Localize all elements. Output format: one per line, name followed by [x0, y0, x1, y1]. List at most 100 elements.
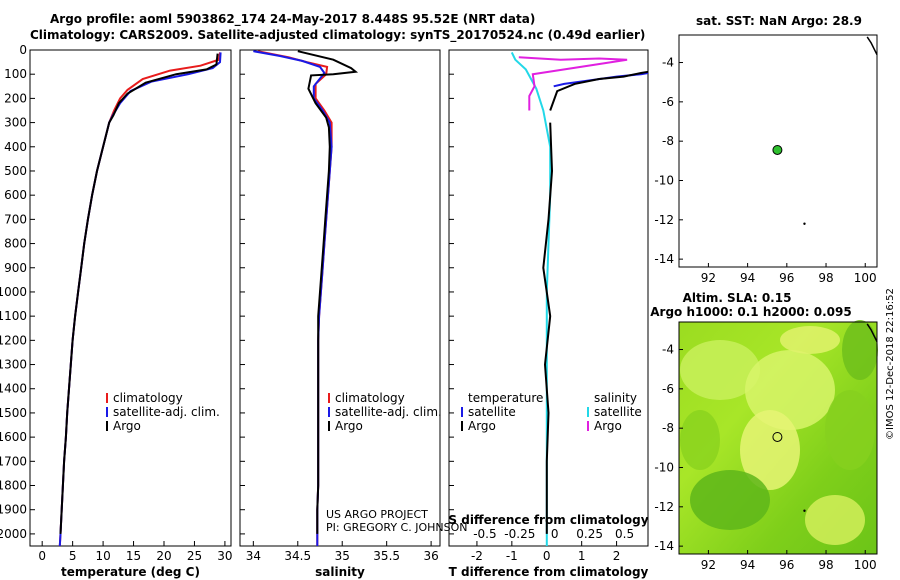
differences-xtick-label: -1	[506, 549, 518, 563]
sla-anomaly-blob	[680, 340, 760, 400]
sla-map-argo-marker	[772, 431, 783, 442]
watermark: ©IMOS 12-Dec-2018 22:16:52	[885, 288, 896, 440]
header-line-1: Argo profile: aoml 5903862_174 24-May-20…	[50, 12, 536, 26]
temperature-xtick-label: 5	[69, 549, 77, 563]
sla-title: Altim. SLA: 0.15	[683, 291, 792, 305]
sst-map-argo-marker	[772, 144, 783, 155]
differences-xtick-label: 1	[578, 549, 586, 563]
sla-map-xtick-label: 92	[701, 558, 716, 572]
temperature-legend-label: satellite-adj. clim.	[113, 405, 220, 419]
sst-map-ytick-label: -10	[654, 173, 674, 187]
salinity-frame	[239, 49, 441, 547]
sla-map-xtick-label: 94	[740, 558, 755, 572]
temperature-legend-label: Argo	[113, 419, 141, 433]
sst-map-island	[803, 222, 806, 225]
salinity-xtick-label: 36	[423, 549, 438, 563]
temperature-ytick-label: 1800	[0, 479, 27, 493]
sla-map-ytick-label: -4	[662, 343, 674, 357]
temperature-series-climatology	[58, 52, 221, 547]
temperature-ytick-label: 900	[4, 261, 27, 275]
salinity-legend-label: Argo	[335, 419, 363, 433]
temperature-ytick-label: 600	[4, 188, 27, 202]
sla-anomaly-blob	[805, 495, 865, 545]
differences-series-argo-s-diff	[518, 56, 628, 111]
diff-legend-label: satellite	[594, 405, 642, 419]
temperature-ytick-label: 0	[19, 43, 27, 57]
temperature-series-satellite-adj-clim-	[58, 52, 222, 547]
diff-legend-label: satellite	[468, 405, 516, 419]
sst-map-ytick-label: -14	[654, 252, 674, 266]
temperature-ytick-label: 100	[4, 67, 27, 81]
differences-xtick2-label: 0	[551, 527, 559, 541]
sla-map-xtick-label: 98	[818, 558, 833, 572]
sst-title: sat. SST: NaN Argo: 28.9	[696, 14, 862, 28]
salinity-xlabel: salinity	[315, 565, 365, 579]
sst-map-xtick-label: 96	[779, 271, 794, 285]
sla-map-ytick-label: -12	[654, 500, 674, 514]
temperature-frame	[29, 49, 232, 547]
temperature-legend-label: climatology	[113, 391, 183, 405]
temperature-series-argo	[59, 53, 219, 534]
salinity-xtick-label: 35	[335, 549, 350, 563]
sla-anomaly-blob	[842, 320, 878, 380]
header-line-2: Climatology: CARS2009. Satellite-adjuste…	[30, 28, 646, 42]
temperature-xtick-label: 15	[126, 549, 141, 563]
temperature-xtick-label: 10	[95, 549, 110, 563]
salinity-xtick-label: 35.5	[373, 549, 400, 563]
differences-xtick-label: 2	[613, 549, 621, 563]
temperature-ytick-label: 200	[4, 91, 27, 105]
temperature-ytick-label: 1500	[0, 406, 27, 420]
sla-anomaly-blob	[740, 410, 800, 490]
salinity-series-argo	[297, 50, 359, 534]
sla-anomaly-blob	[825, 390, 875, 470]
differences-series-argo-t-diff-deep	[542, 122, 554, 534]
sst-map-coastline	[866, 36, 878, 55]
temperature-ytick-label: 500	[4, 164, 27, 178]
sst-map-ytick-label: -12	[654, 213, 674, 227]
sst-map-ytick-label: -4	[662, 56, 674, 70]
differences-xlabel2: S difference from climatology	[448, 513, 648, 527]
differences-xtick-label: -2	[471, 549, 483, 563]
temperature-ytick-label: 300	[4, 116, 27, 130]
sla-map-coastline	[866, 323, 878, 342]
temperature-ytick-label: 1100	[0, 309, 27, 323]
differences-xlabel: T difference from climatology	[449, 565, 649, 579]
diff-legend-label: Argo	[594, 419, 622, 433]
sst-map-xtick-label: 98	[818, 271, 833, 285]
differences-xtick-label: 0	[543, 549, 551, 563]
sla-anomaly-blob	[745, 350, 835, 430]
temperature-xtick-label: 25	[187, 549, 202, 563]
differences-frame	[448, 49, 649, 547]
differences-xtick2-label: 0.25	[576, 527, 603, 541]
sla-map-frame	[678, 321, 878, 555]
salinity-legend-label: climatology	[335, 391, 405, 405]
sla-map-xtick-label: 100	[854, 558, 877, 572]
salinity-xtick-label: 34.5	[284, 549, 311, 563]
sst-map-ytick-label: -6	[662, 95, 674, 109]
temperature-ytick-label: 1700	[0, 454, 27, 468]
sla-map-xtick-label: 96	[779, 558, 794, 572]
salinity-xtick-label: 34	[246, 549, 261, 563]
temperature-ytick-label: 1400	[0, 382, 27, 396]
sla-anomaly-blob	[690, 470, 770, 530]
sla-map-island	[803, 509, 806, 512]
temperature-xtick-label: 0	[38, 549, 46, 563]
credit-pi: PI: GREGORY C. JOHNSON	[326, 521, 468, 534]
sla-map-ytick-label: -8	[662, 421, 674, 435]
differences-xtick2-label: -0.25	[504, 527, 535, 541]
temperature-ytick-label: 2000	[0, 527, 27, 541]
sst-map-xtick-label: 100	[854, 271, 877, 285]
sst-map-xtick-label: 94	[740, 271, 755, 285]
differences-series-argo-t-diff	[549, 70, 649, 111]
temperature-xlabel: temperature (deg C)	[61, 565, 200, 579]
sla-map-ytick-label: -14	[654, 539, 674, 553]
temperature-ytick-label: 1600	[0, 430, 27, 444]
sla-anomaly-blob	[680, 410, 720, 470]
differences-xtick2-label: -0.5	[473, 527, 496, 541]
differences-xtick2-label: 0.5	[615, 527, 634, 541]
temperature-ytick-label: 1200	[0, 333, 27, 347]
sst-map-ytick-label: -8	[662, 134, 674, 148]
temperature-ytick-label: 1300	[0, 358, 27, 372]
temperature-xtick-label: 30	[217, 549, 232, 563]
